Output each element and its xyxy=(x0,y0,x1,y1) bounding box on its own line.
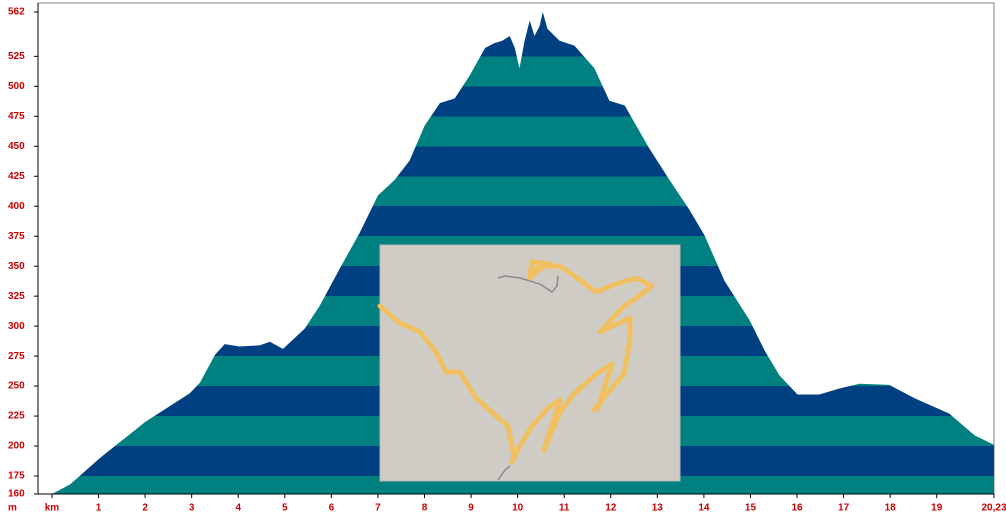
x-tick-label: 14 xyxy=(698,503,710,514)
y-tick-label: 175 xyxy=(8,471,25,482)
y-tick-label: 225 xyxy=(8,411,25,422)
x-tick-label: 11 xyxy=(559,503,570,514)
y-tick-label: 300 xyxy=(8,321,25,332)
y-tick-label: 350 xyxy=(8,261,25,272)
y-tick-label: 450 xyxy=(8,141,25,152)
x-tick-label: km xyxy=(45,503,60,514)
y-tick-label: 325 xyxy=(8,291,25,302)
y-tick-label: 525 xyxy=(8,51,25,62)
y-tick-label: 250 xyxy=(8,381,25,392)
x-tick-label: 17 xyxy=(838,503,850,514)
x-tick-label: 1 xyxy=(96,503,102,514)
y-tick-label: 400 xyxy=(8,201,25,212)
x-tick-label: 5 xyxy=(282,503,288,514)
x-tick-label: 20,23 xyxy=(981,503,1006,514)
x-tick-label: 16 xyxy=(791,503,803,514)
x-tick-label: 3 xyxy=(189,503,195,514)
x-tick-label: 4 xyxy=(235,503,241,514)
x-tick-label: 8 xyxy=(422,503,428,514)
x-tick-label: 15 xyxy=(745,503,757,514)
x-tick-label: 18 xyxy=(885,503,897,514)
x-tick-label: 19 xyxy=(931,503,943,514)
x-tick-label: 6 xyxy=(329,503,335,514)
x-tick-label: 9 xyxy=(468,503,474,514)
y-tick-label: 160 xyxy=(8,489,25,500)
y-tick-label: 562 xyxy=(8,7,25,18)
x-tick-label: 13 xyxy=(652,503,664,514)
y-tick-label: 425 xyxy=(8,171,25,182)
map-inset xyxy=(377,244,681,482)
x-tick-label: 12 xyxy=(605,503,617,514)
y-tick-label: 200 xyxy=(8,441,25,452)
y-tick-label: 500 xyxy=(8,81,25,92)
y-tick-label: 375 xyxy=(8,231,25,242)
y-axis-label: m xyxy=(8,503,17,514)
x-tick-label: 7 xyxy=(375,503,381,514)
y-tick-label: 275 xyxy=(8,351,25,362)
x-tick-label: 10 xyxy=(512,503,524,514)
y-tick-label: 475 xyxy=(8,111,25,122)
x-tick-label: 2 xyxy=(142,503,148,514)
